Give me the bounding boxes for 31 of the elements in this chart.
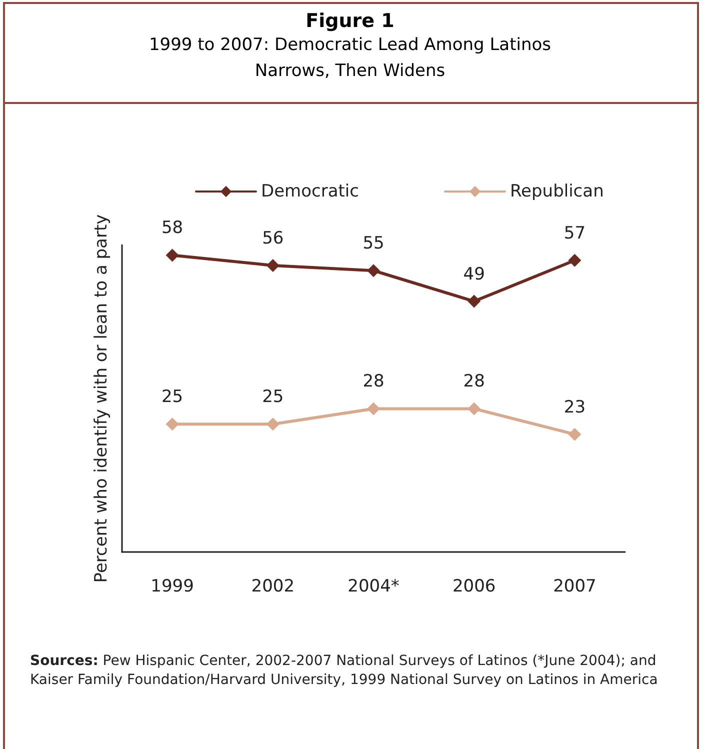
point <box>568 428 582 441</box>
point <box>266 418 280 431</box>
data-label: 55 <box>362 234 384 254</box>
x-tick-label: 2006 <box>452 576 496 596</box>
x-tick-label: 2007 <box>553 576 596 596</box>
point <box>166 418 179 431</box>
data-label: 23 <box>564 397 586 418</box>
legend-label: Democratic <box>261 182 359 202</box>
x-tick-label: 1999 <box>150 576 194 596</box>
point <box>266 258 280 272</box>
point <box>468 402 481 416</box>
source-note: Sources: Pew Hispanic Center, 2002-2007 National Surveys of Latinos (*June 2004); and Kaiser Family Foundation/Harvard University, 1999 National Survey on Latinos in America <box>30 652 659 690</box>
data-label: 28 <box>362 372 384 392</box>
point <box>367 402 380 416</box>
point <box>468 294 481 308</box>
data-label: 49 <box>463 264 485 284</box>
data-label: 57 <box>564 223 586 244</box>
y-axis-title: Percent who identify with or lean to a party <box>92 214 112 583</box>
x-tick-label: 2004* <box>348 576 400 596</box>
data-label: 25 <box>161 387 184 408</box>
point <box>166 248 179 262</box>
data-label: 56 <box>262 228 284 248</box>
point <box>568 254 582 267</box>
chart-subtitle: 1999 to 2007: Democratic Lead Among Latinos Narrows, Then Widens <box>148 34 552 83</box>
x-tick-label: 2002 <box>251 576 295 596</box>
chart-title: Figure 1 <box>304 10 396 32</box>
data-label: 28 <box>463 372 485 392</box>
point <box>367 264 380 278</box>
legend-label: Republican <box>510 182 604 202</box>
data-label: 58 <box>161 218 184 238</box>
data-label: 25 <box>262 387 284 408</box>
